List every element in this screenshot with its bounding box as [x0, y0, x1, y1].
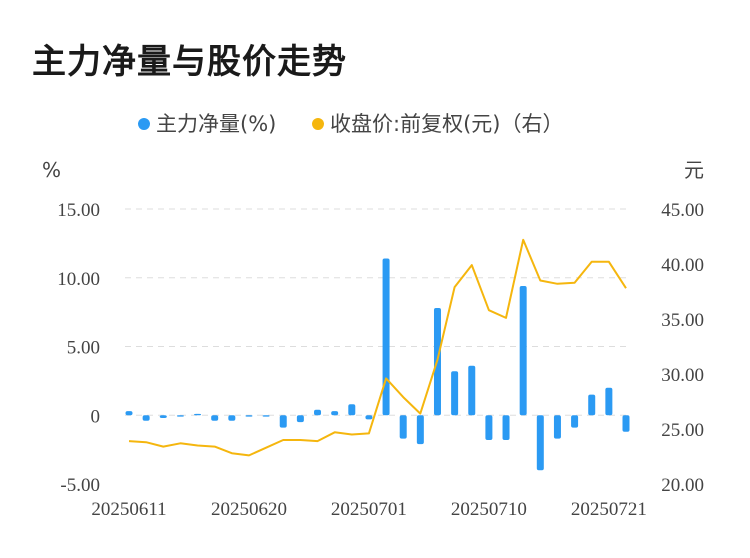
net-volume-bar: [365, 415, 373, 420]
x-tick-label: 20250710: [451, 499, 527, 520]
net-volume-bar: [159, 415, 167, 418]
gridlines: [125, 208, 630, 416]
right-axis-ticks: 45.00 40.00 35.00 30.00 25.00 20.00: [661, 200, 704, 496]
x-tick-label: 20250611: [91, 499, 166, 520]
net-volume-bar: [622, 415, 630, 432]
net-volume-bar: [314, 409, 322, 416]
net-volume-bar: [399, 415, 407, 439]
net-volume-bar: [416, 415, 424, 445]
net-volume-bar: [296, 415, 304, 423]
right-tick-label: 45.00: [661, 200, 704, 221]
left-axis-ticks: 15.00 10.00 5.00 0 -5.00: [57, 200, 100, 496]
net-volume-bar: [605, 387, 613, 416]
net-volume-bar: [211, 415, 219, 421]
close-price-line: [128, 238, 627, 457]
left-tick-label: 5.00: [67, 338, 100, 359]
net-volume-bar: [502, 415, 510, 440]
net-volume-bar: [348, 404, 356, 416]
legend-bar-marker: [138, 118, 150, 130]
left-axis-unit: %: [42, 158, 61, 182]
net-volume-bar: [519, 286, 527, 416]
x-tick-label: 20250620: [211, 499, 287, 520]
net-volume-bar: [125, 411, 133, 416]
right-axis-unit: 元: [684, 158, 704, 182]
right-tick-label: 25.00: [661, 420, 704, 441]
legend: 主力净量(%) 收盘价:前复权(元)（右）: [138, 112, 563, 136]
right-tick-label: 40.00: [661, 255, 704, 276]
x-tick-label: 20250721: [571, 499, 647, 520]
net-volume-bar: [485, 415, 493, 440]
close-price-polyline: [128, 238, 627, 457]
net-volume-bar: [194, 413, 202, 416]
net-volume-bar: [553, 415, 561, 439]
net-volume-bar: [588, 394, 596, 416]
right-tick-label: 35.00: [661, 310, 704, 331]
x-tick-label: 20250701: [331, 499, 407, 520]
net-volume-bar: [142, 415, 150, 421]
net-volume-bar: [262, 415, 270, 417]
x-axis-ticks: 20250611 20250620 20250701 20250710 20250721: [91, 499, 647, 520]
net-volume-bar: [536, 415, 544, 471]
net-volume-bar: [468, 365, 476, 416]
left-tick-label: -5.00: [60, 475, 100, 496]
left-tick-label: 0: [91, 406, 101, 427]
net-volume-bar: [451, 371, 459, 416]
net-volume-bars: [125, 258, 630, 471]
left-tick-label: 15.00: [57, 200, 100, 221]
left-tick-label: 10.00: [57, 269, 100, 290]
net-volume-bar: [279, 415, 287, 428]
net-volume-bar: [228, 415, 236, 421]
chart-title: 主力净量与股价走势: [32, 42, 347, 82]
legend-bar-label: 主力净量(%): [156, 112, 276, 136]
legend-line-marker: [312, 118, 324, 130]
right-tick-label: 20.00: [661, 475, 704, 496]
net-volume-bar: [245, 415, 253, 417]
net-volume-bar: [331, 411, 339, 416]
net-volume-bar: [571, 415, 579, 428]
net-volume-bar: [382, 258, 390, 416]
net-volume-bar: [176, 415, 184, 417]
legend-line-label: 收盘价:前复权(元)（右）: [330, 112, 563, 136]
right-tick-label: 30.00: [661, 365, 704, 386]
